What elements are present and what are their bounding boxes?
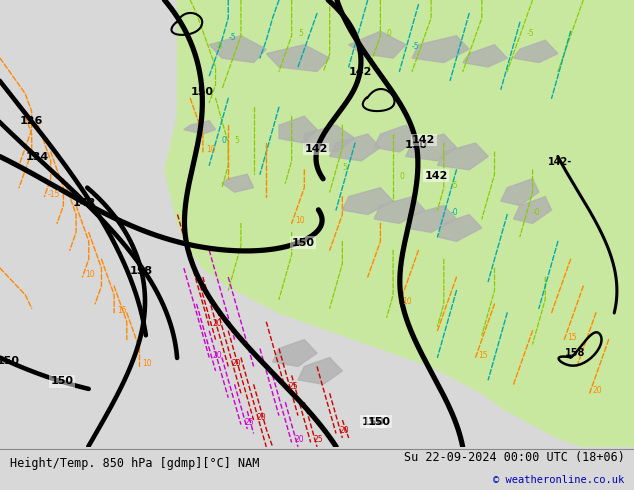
Text: 150: 150 bbox=[405, 140, 428, 149]
Text: 20: 20 bbox=[339, 426, 349, 436]
Text: 158: 158 bbox=[565, 348, 585, 359]
Text: 10: 10 bbox=[403, 297, 412, 306]
Text: 5: 5 bbox=[298, 29, 303, 38]
Text: 142: 142 bbox=[348, 67, 372, 76]
Text: -0: -0 bbox=[450, 207, 458, 217]
Text: 15: 15 bbox=[479, 350, 488, 360]
Text: Height/Temp. 850 hPa [gdmp][°C] NAM: Height/Temp. 850 hPa [gdmp][°C] NAM bbox=[10, 457, 259, 470]
Text: 0: 0 bbox=[399, 172, 404, 181]
Text: 25: 25 bbox=[244, 417, 254, 426]
Polygon shape bbox=[209, 36, 266, 63]
Polygon shape bbox=[412, 36, 469, 63]
Text: 142: 142 bbox=[304, 144, 328, 154]
Text: 150: 150 bbox=[361, 416, 384, 426]
Text: 15: 15 bbox=[567, 333, 577, 342]
Text: 20: 20 bbox=[212, 319, 222, 328]
Text: 142-: 142- bbox=[548, 156, 573, 167]
Polygon shape bbox=[406, 134, 456, 161]
Text: Su 22-09-2024 00:00 UTC (18+06): Su 22-09-2024 00:00 UTC (18+06) bbox=[404, 451, 624, 464]
Text: 158: 158 bbox=[130, 266, 153, 276]
Text: 150: 150 bbox=[292, 238, 314, 248]
Polygon shape bbox=[501, 179, 539, 206]
Text: 134: 134 bbox=[25, 152, 49, 163]
Polygon shape bbox=[279, 116, 317, 143]
Text: © weatheronline.co.uk: © weatheronline.co.uk bbox=[493, 475, 624, 485]
Text: 20: 20 bbox=[295, 436, 304, 444]
Text: 150: 150 bbox=[51, 376, 74, 386]
Text: 5: 5 bbox=[342, 163, 347, 172]
Text: -15: -15 bbox=[48, 190, 60, 198]
Polygon shape bbox=[298, 358, 342, 384]
Polygon shape bbox=[342, 188, 393, 215]
Text: 150: 150 bbox=[0, 356, 20, 367]
Text: 150: 150 bbox=[191, 87, 214, 97]
Text: 10: 10 bbox=[86, 270, 95, 279]
Text: 10: 10 bbox=[143, 360, 152, 368]
Text: 20: 20 bbox=[231, 360, 241, 368]
Text: 0: 0 bbox=[222, 136, 227, 145]
Text: 10: 10 bbox=[206, 145, 216, 154]
Polygon shape bbox=[222, 174, 254, 192]
Text: -5: -5 bbox=[216, 42, 223, 51]
Text: 15: 15 bbox=[117, 306, 127, 315]
Text: -5: -5 bbox=[412, 42, 420, 51]
Polygon shape bbox=[374, 196, 425, 223]
Text: -5: -5 bbox=[450, 181, 458, 190]
Text: 25: 25 bbox=[288, 382, 298, 391]
Text: 5: 5 bbox=[235, 136, 240, 145]
Polygon shape bbox=[514, 196, 552, 223]
Text: 25: 25 bbox=[314, 436, 323, 444]
Text: 20: 20 bbox=[593, 386, 602, 395]
Polygon shape bbox=[304, 125, 355, 152]
Polygon shape bbox=[266, 45, 330, 72]
Text: -5: -5 bbox=[228, 33, 236, 42]
Text: 142: 142 bbox=[72, 197, 96, 208]
Polygon shape bbox=[437, 143, 488, 170]
Text: 20: 20 bbox=[257, 413, 266, 422]
Polygon shape bbox=[165, 0, 634, 447]
Polygon shape bbox=[514, 40, 558, 63]
Polygon shape bbox=[349, 31, 406, 58]
Text: 150: 150 bbox=[368, 416, 391, 426]
Polygon shape bbox=[184, 121, 216, 134]
Polygon shape bbox=[406, 206, 456, 232]
Text: 142: 142 bbox=[425, 171, 448, 181]
Polygon shape bbox=[437, 215, 482, 241]
Text: -5: -5 bbox=[526, 29, 534, 38]
Text: 10: 10 bbox=[295, 217, 304, 225]
Polygon shape bbox=[330, 134, 380, 161]
Polygon shape bbox=[273, 340, 317, 367]
Text: 0: 0 bbox=[387, 29, 392, 38]
Polygon shape bbox=[374, 125, 418, 152]
Text: 20: 20 bbox=[212, 350, 222, 360]
Text: -0: -0 bbox=[533, 207, 540, 217]
Text: 142: 142 bbox=[412, 135, 436, 145]
Text: 126: 126 bbox=[20, 116, 43, 126]
Polygon shape bbox=[463, 45, 507, 67]
